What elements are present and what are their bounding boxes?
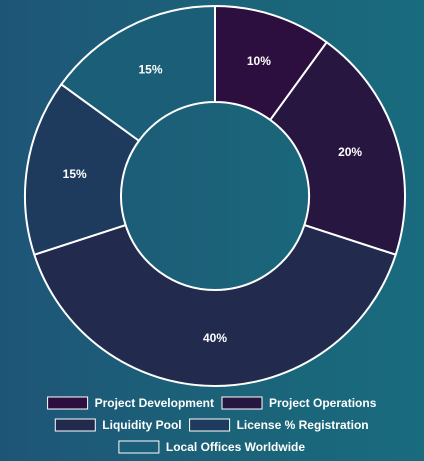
slice-license-registration[interactable] (24, 83, 140, 256)
legend-label: Local Offices Worldwide (166, 440, 305, 454)
slice-label-project-operations: 20% (338, 145, 362, 159)
legend-item-license-registration[interactable]: License % Registration (189, 418, 369, 432)
legend-label: Project Operations (269, 396, 377, 410)
slice-label-project-development: 10% (247, 54, 271, 68)
legend-item-liquidity-pool[interactable]: Liquidity Pool (54, 418, 182, 432)
legend-swatch (189, 418, 231, 432)
legend-item-project-operations[interactable]: Project Operations (221, 396, 377, 410)
slice-label-local-offices-worldwide: 15% (138, 63, 162, 77)
slice-liquidity-pool[interactable] (33, 224, 397, 387)
legend-label: Project Development (95, 396, 214, 410)
legend-swatch (54, 418, 96, 432)
chart-slices (24, 5, 406, 387)
slice-local-offices-worldwide[interactable] (60, 5, 216, 142)
legend-swatch (47, 396, 89, 410)
slice-label-liquidity-pool: 40% (203, 331, 227, 345)
chart-slice-labels: 10% 20% 40% 15% 15% (63, 54, 363, 345)
legend-item-local-offices-worldwide[interactable]: Local Offices Worldwide (118, 440, 305, 454)
legend-label: License % Registration (237, 418, 369, 432)
legend-label: Liquidity Pool (102, 418, 181, 432)
chart-legend: Project Development Project Operations Liq… (47, 396, 377, 454)
slice-label-license-registration: 15% (63, 167, 87, 181)
slice-project-operations[interactable] (269, 41, 406, 256)
legend-swatch (221, 396, 263, 410)
legend-item-project-development[interactable]: Project Development (47, 396, 214, 410)
legend-swatch (118, 440, 160, 454)
